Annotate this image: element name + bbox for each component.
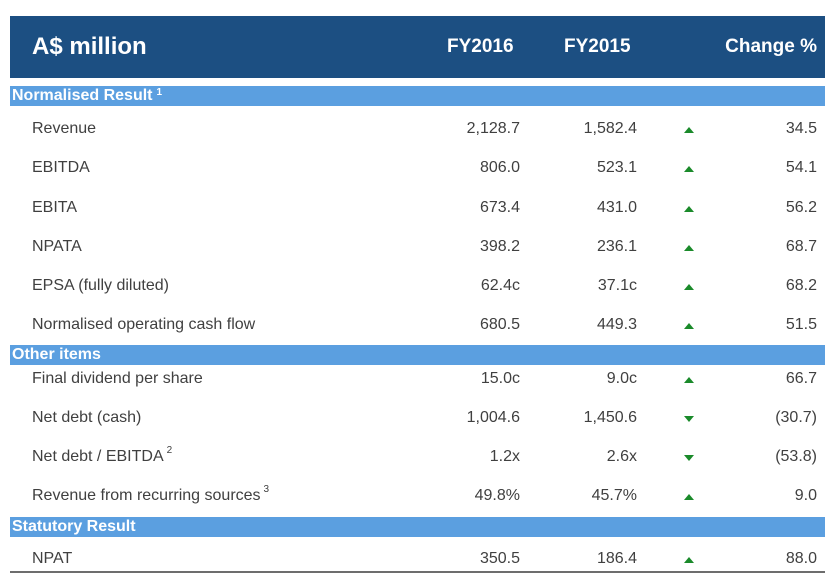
- section-statutory-result: Statutory Result: [10, 517, 825, 537]
- value-fy2016: 1,004.6: [466, 409, 520, 426]
- triangle-up-icon: [684, 284, 694, 290]
- row-label: Net debt / EBITDA 2: [32, 445, 173, 466]
- value-change: (53.8): [775, 448, 817, 465]
- row-label: NPATA: [32, 238, 82, 255]
- value-fy2015: 9.0c: [606, 370, 637, 387]
- value-change: 66.7: [785, 370, 817, 387]
- value-change: (30.7): [775, 409, 817, 426]
- bottom-rule: [10, 571, 825, 573]
- value-fy2016: 398.2: [479, 238, 520, 255]
- table-row: Net debt / EBITDA 2 1.2x 2.6x (53.8): [10, 444, 825, 472]
- row-label: Revenue: [32, 120, 97, 137]
- section-normalised-result: Normalised Result 1: [10, 86, 825, 106]
- row-label-text: Net debt / EBITDA: [32, 448, 164, 465]
- table-row: Normalised operating cash flow 680.5 449…: [10, 312, 825, 340]
- value-fy2015: 523.1: [596, 159, 637, 176]
- triangle-up-icon: [684, 323, 694, 329]
- value-fy2015: 1,450.6: [583, 409, 637, 426]
- row-footnote: 2: [166, 445, 173, 456]
- value-fy2015: 2.6x: [606, 448, 637, 465]
- value-change: 68.7: [785, 238, 817, 255]
- row-footnote: 3: [263, 484, 270, 495]
- value-change: 9.0: [794, 487, 817, 504]
- triangle-up-icon: [684, 494, 694, 500]
- value-fy2015: 45.7%: [591, 487, 637, 504]
- value-change: 56.2: [785, 199, 817, 216]
- value-fy2016: 62.4c: [480, 277, 520, 294]
- value-fy2015: 449.3: [596, 316, 637, 333]
- value-fy2016: 350.5: [479, 550, 520, 567]
- table-row: NPATA 398.2 236.1 68.7: [10, 234, 825, 262]
- row-label-text: Revenue from recurring sources: [32, 487, 261, 504]
- table-row: Net debt (cash) 1,004.6 1,450.6 (30.7): [10, 405, 825, 433]
- value-fy2015: 236.1: [596, 238, 637, 255]
- triangle-up-icon: [684, 245, 694, 251]
- table-title: A$ million: [32, 33, 147, 60]
- section-title: Other items: [12, 346, 101, 363]
- value-fy2016: 673.4: [479, 199, 520, 216]
- value-change: 51.5: [785, 316, 817, 333]
- row-label: Normalised operating cash flow: [32, 316, 256, 333]
- triangle-up-icon: [684, 557, 694, 563]
- value-fy2016: 2,128.7: [466, 120, 520, 137]
- column-header-change: Change %: [725, 36, 817, 57]
- row-label: EPSA (fully diluted): [32, 277, 169, 294]
- triangle-up-icon: [684, 377, 694, 383]
- row-label: EBITDA: [32, 159, 90, 176]
- section-footnote: 1: [156, 87, 163, 98]
- value-fy2016: 1.2x: [489, 448, 520, 465]
- value-fy2016: 806.0: [479, 159, 520, 176]
- triangle-down-icon: [684, 416, 694, 422]
- triangle-up-icon: [684, 206, 694, 212]
- table-row: Final dividend per share 15.0c 9.0c 66.7: [10, 366, 825, 394]
- value-fy2016: 49.8%: [474, 487, 520, 504]
- value-fy2015: 1,582.4: [583, 120, 637, 137]
- table-row: EBITA 673.4 431.0 56.2: [10, 195, 825, 223]
- triangle-up-icon: [684, 127, 694, 133]
- row-label: Net debt (cash): [32, 409, 142, 426]
- table-row: Revenue 2,128.7 1,582.4 34.5: [10, 116, 825, 144]
- section-title: Statutory Result: [12, 518, 136, 535]
- value-fy2015: 186.4: [596, 550, 637, 567]
- value-change: 34.5: [785, 120, 817, 137]
- row-label: EBITA: [32, 199, 78, 216]
- section-other-items: Other items: [10, 345, 825, 365]
- table-row: EPSA (fully diluted) 62.4c 37.1c 68.2: [10, 273, 825, 301]
- value-fy2015: 431.0: [596, 199, 637, 216]
- value-fy2016: 15.0c: [480, 370, 520, 387]
- value-change: 68.2: [785, 277, 817, 294]
- table-header: A$ million FY2016 FY2015 Change %: [10, 16, 825, 78]
- table-row: Revenue from recurring sources 3 49.8% 45…: [10, 483, 825, 511]
- value-change: 88.0: [785, 550, 817, 567]
- value-fy2015: 37.1c: [597, 277, 637, 294]
- value-fy2016: 680.5: [479, 316, 520, 333]
- column-header-fy2016: FY2016: [447, 36, 514, 57]
- triangle-down-icon: [684, 455, 694, 461]
- table-row: EBITDA 806.0 523.1 54.1: [10, 155, 825, 183]
- column-header-fy2015: FY2015: [564, 36, 631, 57]
- table-row: NPAT 350.5 186.4 88.0: [10, 546, 825, 574]
- value-change: 54.1: [785, 159, 817, 176]
- row-label: Revenue from recurring sources 3: [32, 484, 270, 505]
- triangle-up-icon: [684, 166, 694, 172]
- row-label: Final dividend per share: [32, 370, 203, 387]
- row-label: NPAT: [32, 550, 73, 567]
- section-title: Normalised Result: [12, 87, 153, 104]
